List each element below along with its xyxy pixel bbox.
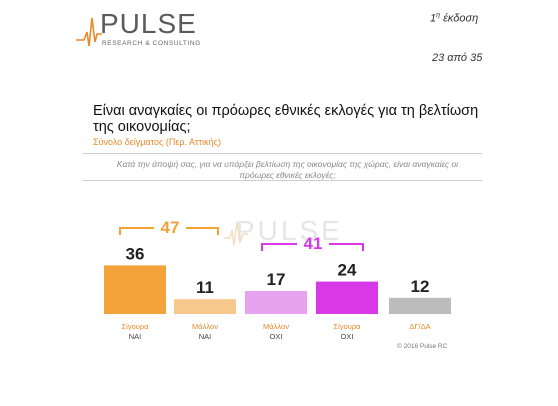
group-bracket-1 (119, 227, 219, 235)
bar-1 (104, 265, 166, 314)
category-label-2-line-1: Μάλλον (192, 322, 218, 331)
page-number: 23 από 35 (432, 52, 483, 64)
divider-middle (82, 180, 482, 181)
category-label-1-line-2: ΝΑΙ (129, 332, 142, 341)
watermark-text: PULSE (236, 215, 343, 246)
edition-word: έκδοση (443, 12, 479, 25)
category-label-3-line-1: Μάλλον (263, 322, 289, 331)
copyright-note: © 2016 Pulse RC (397, 343, 448, 350)
edition-superscript: η (436, 12, 441, 19)
bar-4 (316, 281, 378, 314)
group-total-2: 41 (304, 234, 323, 253)
bar-value-3: 17 (267, 270, 286, 289)
bar-value-5: 12 (411, 277, 430, 296)
bar-value-1: 36 (126, 244, 145, 263)
pulse-wave-logo-icon (76, 17, 102, 47)
category-label-5-line-1: ΔΓ/ΔΑ (409, 322, 430, 331)
survey-question: Κατά την άποψή σας, για να υπάρξει βελτί… (116, 159, 459, 180)
bar-value-2: 11 (196, 278, 214, 297)
category-label-1-line-1: Σίγουρα (122, 322, 150, 331)
edition-label: 1η έκδοση (430, 12, 478, 25)
category-label-3-line-2: ΟΧΙ (270, 332, 283, 341)
watermark-wave-icon (224, 221, 248, 247)
page-title: Είναι αναγκαίες οι πρόωρες εθνικές εκλογ… (93, 103, 479, 135)
group-total-1: 47 (161, 218, 180, 237)
bar-value-4: 24 (338, 261, 357, 280)
category-label-2-line-2: ΝΑΙ (199, 332, 212, 341)
logo-wordmark: PULSE (100, 8, 197, 39)
logo-tagline: RESEARCH & CONSULTING (102, 40, 201, 47)
category-label-4-line-2: ΟΧΙ (341, 332, 354, 341)
divider-top (82, 153, 482, 154)
sample-subtitle: Σύνολο δείγματος (Περ. Αττικής) (93, 137, 221, 147)
bar-3 (245, 291, 307, 314)
bar-5 (389, 297, 451, 314)
edition-number: 1 (430, 12, 437, 25)
category-label-4-line-1: Σίγουρα (334, 322, 362, 331)
bar-2 (174, 299, 236, 314)
group-bracket-2 (261, 243, 364, 251)
